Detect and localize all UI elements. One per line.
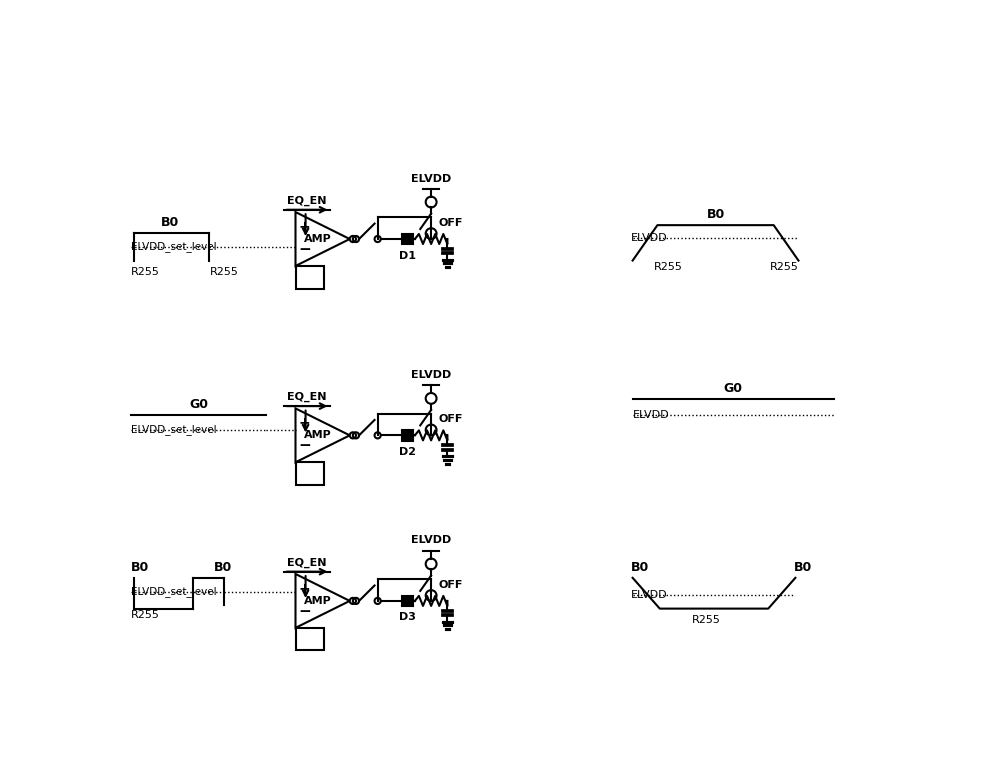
Text: OFF: OFF: [439, 218, 463, 227]
Text: B0: B0: [214, 561, 232, 574]
Text: ELVDD: ELVDD: [631, 590, 668, 600]
Text: G0: G0: [724, 382, 743, 395]
Text: −: −: [299, 438, 311, 453]
Text: R255: R255: [131, 610, 160, 620]
Bar: [402, 595, 413, 606]
Text: ELVDD: ELVDD: [411, 535, 451, 545]
Text: AMP: AMP: [304, 430, 332, 440]
Text: AMP: AMP: [304, 234, 332, 244]
Text: OFF: OFF: [439, 580, 463, 590]
Text: ELVDD: ELVDD: [411, 370, 451, 380]
Text: R255: R255: [210, 267, 239, 277]
Text: ELVDD_set_level: ELVDD_set_level: [131, 241, 217, 252]
Text: R255: R255: [692, 615, 721, 625]
Bar: [296, 462, 324, 485]
Bar: [296, 266, 324, 288]
Text: D1: D1: [399, 251, 416, 260]
Text: OFF: OFF: [439, 414, 463, 425]
Text: D2: D2: [399, 447, 416, 457]
Text: G0: G0: [189, 398, 208, 411]
Text: R255: R255: [654, 262, 682, 272]
Text: R255: R255: [770, 262, 799, 272]
Text: B0: B0: [161, 216, 179, 229]
Bar: [296, 628, 324, 650]
Text: R255: R255: [131, 267, 160, 277]
Text: +: +: [299, 416, 310, 430]
Text: ELVDD_set_level: ELVDD_set_level: [131, 587, 217, 597]
Text: B0: B0: [794, 561, 812, 574]
Text: +: +: [299, 582, 310, 596]
Text: ELVDD_set_level: ELVDD_set_level: [131, 425, 217, 435]
Text: EQ_EN: EQ_EN: [287, 196, 327, 206]
Text: D3: D3: [399, 612, 416, 622]
Text: −: −: [299, 604, 311, 619]
Text: ELVDD: ELVDD: [631, 233, 668, 242]
Text: ELVDD: ELVDD: [633, 410, 669, 420]
Text: B0: B0: [131, 561, 149, 574]
Bar: [402, 430, 413, 441]
Bar: [402, 234, 413, 245]
Text: EQ_EN: EQ_EN: [287, 558, 327, 568]
Text: EQ_EN: EQ_EN: [287, 392, 327, 402]
Text: B0: B0: [706, 208, 725, 221]
Text: +: +: [299, 220, 310, 234]
Text: AMP: AMP: [304, 596, 332, 606]
Text: B0: B0: [631, 561, 649, 574]
Text: −: −: [299, 241, 311, 257]
Text: ELVDD: ELVDD: [411, 174, 451, 184]
